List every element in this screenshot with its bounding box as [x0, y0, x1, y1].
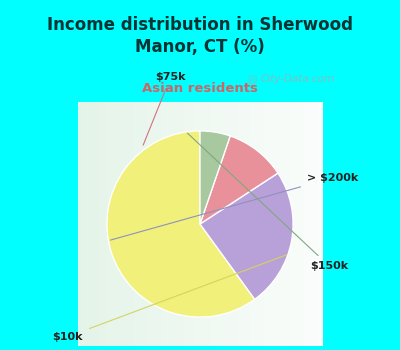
Text: @: @	[246, 75, 258, 85]
Text: Income distribution in Sherwood
Manor, CT (%): Income distribution in Sherwood Manor, C…	[47, 16, 353, 56]
Text: $75k: $75k	[143, 72, 186, 145]
Text: $150k: $150k	[187, 133, 348, 271]
Wedge shape	[200, 173, 293, 299]
Text: Asian residents: Asian residents	[142, 82, 258, 95]
Wedge shape	[107, 131, 255, 317]
Text: $10k: $10k	[52, 255, 286, 342]
Wedge shape	[200, 136, 278, 224]
Text: > $200k: > $200k	[110, 173, 358, 240]
Wedge shape	[200, 131, 230, 224]
Text: City-Data.com: City-Data.com	[261, 74, 335, 84]
